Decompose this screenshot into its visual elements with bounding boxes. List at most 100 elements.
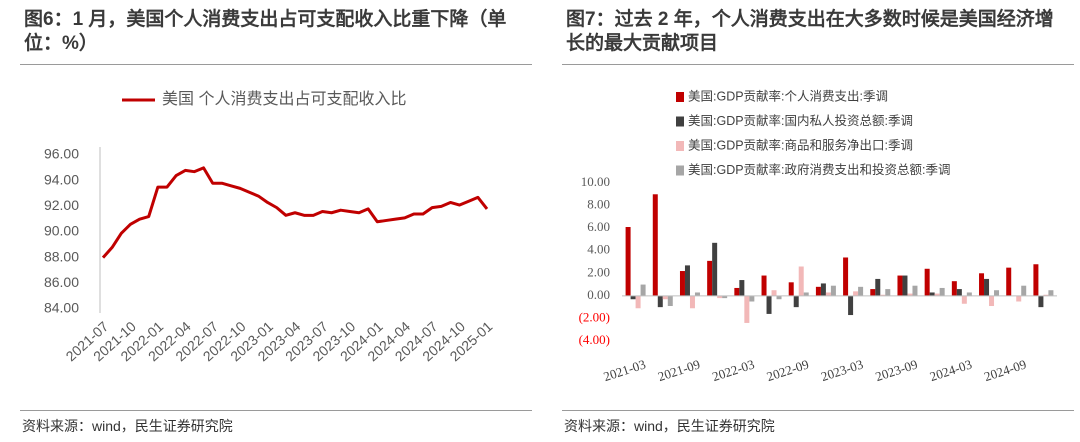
bar <box>667 295 673 307</box>
bar <box>1043 294 1049 296</box>
bar <box>966 292 972 296</box>
data-line <box>101 166 489 259</box>
y-tick-label: 84.00 <box>44 300 79 316</box>
bar <box>712 242 718 296</box>
bar <box>825 292 831 296</box>
bar <box>853 291 859 296</box>
bar <box>635 295 641 309</box>
bar <box>798 266 804 296</box>
bar <box>875 278 881 296</box>
legend-label: 美国:GDP贡献率:个人消费支出:季调 <box>688 88 888 103</box>
panel: 图7：过去 2 年，个人消费支出在大多数时候是美国经济增长的最大贡献项目 (4.… <box>562 0 1074 442</box>
bar <box>734 287 740 296</box>
divider <box>562 64 1074 65</box>
bar <box>1038 295 1044 308</box>
chart-title: 图6：1 月，美国个人消费支出占可支配收入比重下降（单位：%） <box>24 9 507 54</box>
bar <box>803 292 809 296</box>
bar <box>739 280 745 296</box>
y-tick-label: 0.00 <box>587 287 610 302</box>
bar <box>984 278 990 296</box>
x-tick-label: 2023-03 <box>819 356 865 384</box>
x-tick-label: 2024-03 <box>928 356 974 384</box>
y-tick-label: 88.00 <box>44 248 79 264</box>
bar <box>707 260 713 296</box>
legend-swatch <box>676 165 684 176</box>
bar <box>761 275 767 296</box>
bar <box>776 295 782 300</box>
legend-swatch <box>676 116 684 127</box>
bar <box>880 294 886 296</box>
bar <box>694 292 700 296</box>
bar <box>870 289 876 296</box>
bar <box>1048 290 1054 296</box>
bar <box>907 293 913 296</box>
bar <box>625 227 631 296</box>
bar <box>722 295 728 299</box>
y-tick-label: 90.00 <box>44 223 79 239</box>
bar <box>652 194 658 296</box>
bar <box>951 281 957 296</box>
bar <box>684 265 690 296</box>
bar <box>630 295 636 300</box>
bar <box>897 275 903 296</box>
legend-label: 美国:GDP贡献率:商品和服务净出口:季调 <box>688 137 913 152</box>
source-note: 资料来源：wind，民生证券研究院 <box>564 418 775 434</box>
y-tick-label: 6.00 <box>587 219 610 234</box>
bar <box>820 283 826 296</box>
chart-title: 图7：过去 2 年，个人消费支出在大多数时候是美国经济增长的最大贡献项目 <box>566 9 1054 54</box>
bar <box>934 293 940 296</box>
bar <box>1016 295 1022 302</box>
bar <box>1021 285 1027 296</box>
bar <box>956 289 962 296</box>
bar <box>961 295 967 304</box>
y-tick-label: 8.00 <box>587 197 610 212</box>
divider <box>562 410 1074 411</box>
chart: 84.0086.0088.0090.0092.0094.0096.002021-… <box>44 90 496 364</box>
bar <box>848 295 854 316</box>
bar <box>771 290 777 296</box>
bar <box>830 285 836 296</box>
y-tick-label: 10.00 <box>581 174 610 189</box>
bar <box>902 275 908 296</box>
chart: (4.00) (2.00) 0.00 2.00 4.00 6.00 8.00 10.00 美国:… <box>579 88 1057 384</box>
bar <box>662 295 668 300</box>
x-tick-label: 2024-09 <box>982 356 1028 384</box>
divider <box>20 410 532 411</box>
y-tick-label: 2.00 <box>587 264 610 279</box>
bar <box>924 268 930 296</box>
x-tick-label: 2021-03 <box>602 356 648 384</box>
bar <box>912 285 918 296</box>
divider <box>20 64 532 65</box>
y-tick-label: 96.00 <box>44 146 79 162</box>
bar <box>717 295 723 299</box>
bar <box>749 295 755 302</box>
y-tick-label: 4.00 <box>587 242 610 257</box>
bar <box>1006 267 1012 296</box>
bar <box>989 295 995 307</box>
y-tick-label: 94.00 <box>44 171 79 187</box>
y-tick-label: (4.00) <box>579 332 610 347</box>
legend-label: 美国 个人消费支出占可支配收入比 <box>162 90 406 108</box>
bar <box>858 286 864 296</box>
bar <box>1033 264 1039 296</box>
x-tick-label: 2023-09 <box>873 356 919 384</box>
x-tick-label: 2021-09 <box>656 356 702 384</box>
bar <box>640 284 646 296</box>
legend-swatch <box>676 141 684 151</box>
y-tick-label: 86.00 <box>44 274 79 290</box>
bar <box>994 290 1000 296</box>
x-tick-label: 2022-03 <box>710 356 756 384</box>
bar <box>788 282 794 296</box>
legend-swatch <box>676 92 684 102</box>
y-tick-label: (2.00) <box>579 309 610 324</box>
bar <box>939 287 945 296</box>
bar <box>657 295 663 308</box>
source-note: 资料来源：wind，民生证券研究院 <box>22 418 233 434</box>
legend-label: 美国:GDP贡献率:政府消费支出和投资总额:季调 <box>688 162 951 177</box>
bar <box>929 292 935 296</box>
panel: 图6：1 月，美国个人消费支出占可支配收入比重下降（单位：%） 84.00 86.… <box>20 0 532 442</box>
bar <box>744 295 750 323</box>
x-tick-label: 2022-09 <box>765 356 811 384</box>
bar <box>885 289 891 296</box>
